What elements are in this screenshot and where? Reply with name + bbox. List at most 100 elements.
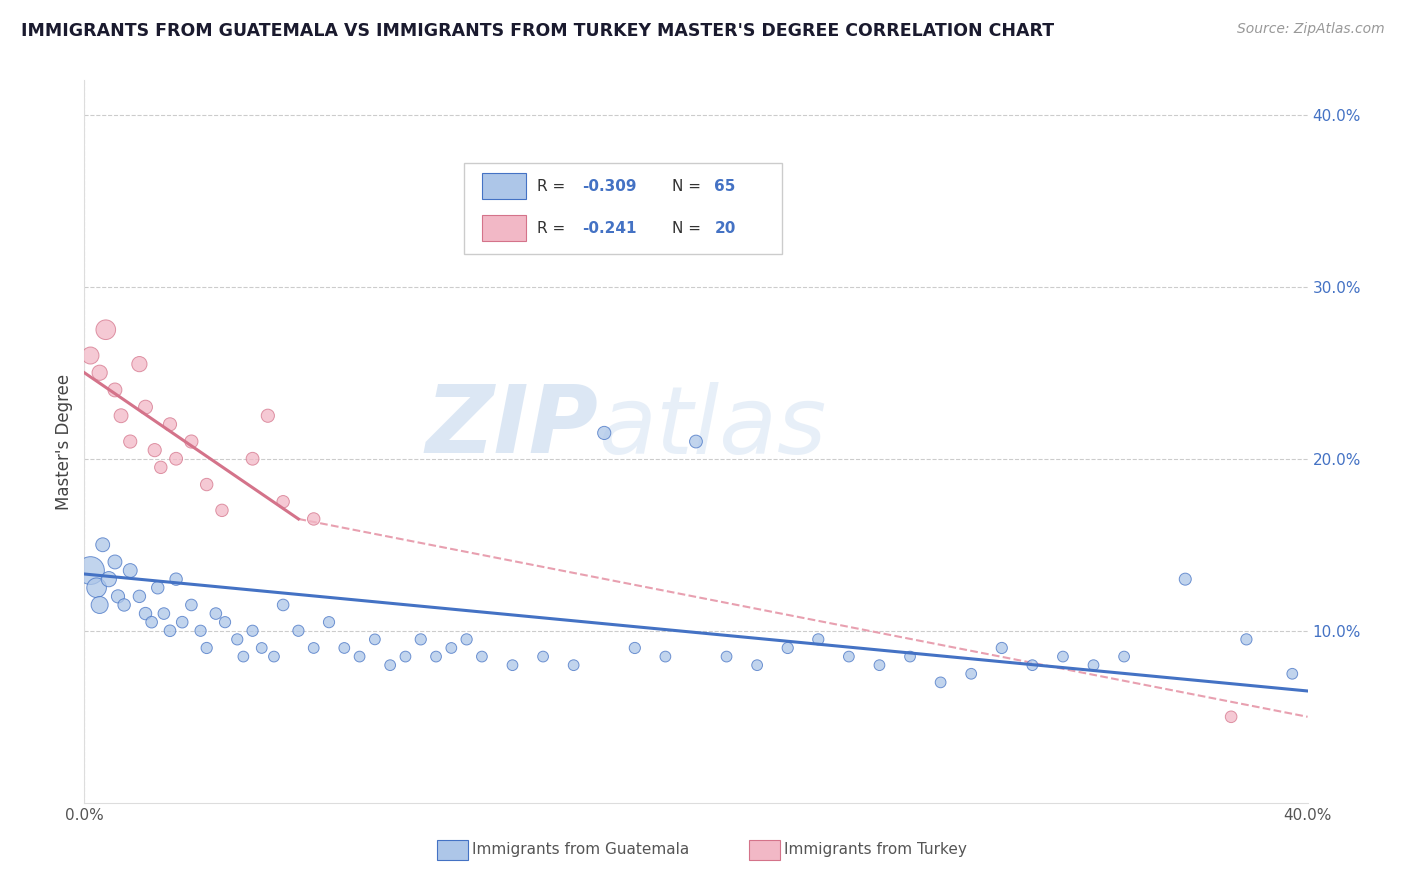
Text: Immigrants from Guatemala: Immigrants from Guatemala: [472, 842, 689, 857]
Point: [159, 417, 181, 432]
Text: ZIP: ZIP: [425, 381, 598, 473]
Point: [562, 658, 585, 673]
Point: [747, 658, 769, 673]
Point: [1174, 572, 1197, 586]
Point: [364, 632, 387, 647]
Text: 20: 20: [714, 221, 735, 235]
Point: [107, 590, 129, 604]
Text: IMMIGRANTS FROM GUATEMALA VS IMMIGRANTS FROM TURKEY MASTER'S DEGREE CORRELATION : IMMIGRANTS FROM GUATEMALA VS IMMIGRANTS …: [21, 22, 1054, 40]
Point: [394, 649, 416, 664]
Point: [807, 632, 830, 647]
Point: [440, 640, 463, 655]
Point: [172, 615, 194, 630]
Point: [165, 451, 187, 466]
Point: [135, 400, 157, 414]
Text: atlas: atlas: [598, 382, 827, 473]
Point: [1052, 649, 1074, 664]
Point: [104, 383, 127, 397]
FancyBboxPatch shape: [482, 215, 526, 242]
Point: [502, 658, 524, 673]
Point: [86, 581, 108, 595]
Point: [159, 624, 181, 638]
Point: [1021, 658, 1043, 673]
Point: [898, 649, 921, 664]
Point: [991, 640, 1014, 655]
Point: [146, 581, 169, 595]
FancyBboxPatch shape: [437, 839, 468, 860]
Point: [425, 649, 447, 664]
Point: [456, 632, 478, 647]
Text: R =: R =: [537, 179, 569, 194]
Point: [149, 460, 172, 475]
Point: [271, 494, 294, 508]
Point: [120, 434, 142, 449]
FancyBboxPatch shape: [464, 163, 782, 253]
Point: [104, 555, 127, 569]
Point: [135, 607, 157, 621]
Point: [716, 649, 738, 664]
Text: -0.241: -0.241: [582, 221, 637, 235]
Point: [226, 632, 249, 647]
Text: Source: ZipAtlas.com: Source: ZipAtlas.com: [1237, 22, 1385, 37]
Point: [94, 323, 117, 337]
Point: [89, 366, 111, 380]
Point: [380, 658, 402, 673]
Text: N =: N =: [672, 179, 706, 194]
Point: [287, 624, 309, 638]
Point: [128, 357, 150, 371]
Point: [654, 649, 676, 664]
Point: [333, 640, 356, 655]
Point: [624, 640, 647, 655]
Point: [302, 640, 325, 655]
Point: [153, 607, 176, 621]
Point: [250, 640, 273, 655]
Point: [1281, 666, 1303, 681]
Point: [776, 640, 799, 655]
Point: [685, 434, 707, 449]
Point: [929, 675, 952, 690]
Point: [97, 572, 120, 586]
Point: [180, 598, 202, 612]
Point: [112, 598, 135, 612]
Point: [471, 649, 494, 664]
Text: N =: N =: [672, 221, 706, 235]
Point: [318, 615, 340, 630]
Point: [110, 409, 132, 423]
Text: 65: 65: [714, 179, 735, 194]
Point: [205, 607, 228, 621]
Point: [214, 615, 236, 630]
Point: [195, 640, 218, 655]
FancyBboxPatch shape: [748, 839, 780, 860]
Point: [593, 425, 616, 440]
Point: [271, 598, 294, 612]
Point: [1083, 658, 1105, 673]
Point: [263, 649, 285, 664]
Point: [531, 649, 554, 664]
Point: [79, 564, 101, 578]
Point: [302, 512, 325, 526]
Point: [91, 538, 114, 552]
Point: [128, 590, 150, 604]
Point: [242, 624, 264, 638]
Point: [1236, 632, 1258, 647]
Point: [79, 349, 101, 363]
Point: [141, 615, 163, 630]
Text: Immigrants from Turkey: Immigrants from Turkey: [785, 842, 967, 857]
Point: [143, 443, 166, 458]
Y-axis label: Master's Degree: Master's Degree: [55, 374, 73, 509]
Point: [211, 503, 233, 517]
FancyBboxPatch shape: [482, 173, 526, 200]
Point: [1114, 649, 1136, 664]
Point: [89, 598, 111, 612]
Text: R =: R =: [537, 221, 569, 235]
Point: [232, 649, 254, 664]
Point: [869, 658, 891, 673]
Point: [190, 624, 212, 638]
Point: [242, 451, 264, 466]
Point: [1220, 710, 1243, 724]
Text: -0.309: -0.309: [582, 179, 637, 194]
Point: [960, 666, 983, 681]
Point: [838, 649, 860, 664]
Point: [257, 409, 280, 423]
Point: [195, 477, 218, 491]
